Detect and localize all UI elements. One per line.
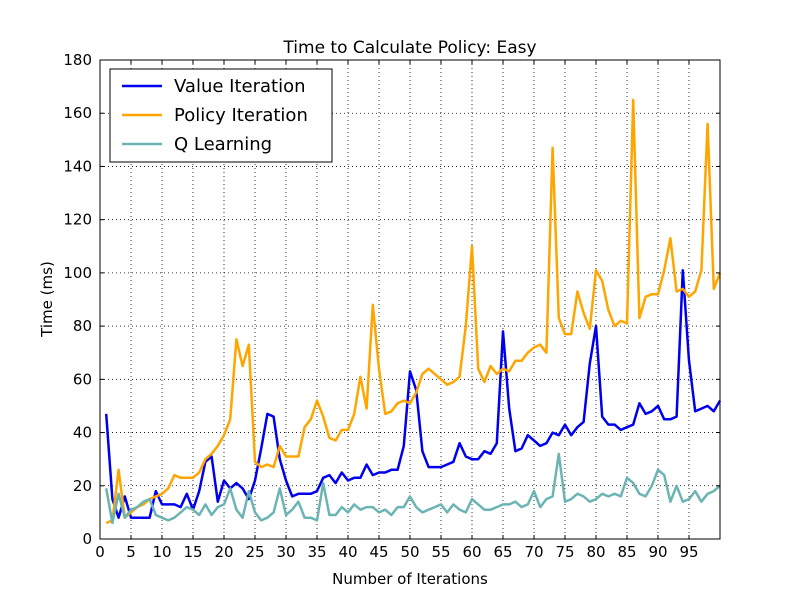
x-tick-label: 20 <box>214 543 233 561</box>
y-tick-label: 60 <box>73 370 92 388</box>
x-tick-label: 90 <box>648 543 667 561</box>
x-tick-label: 95 <box>679 543 698 561</box>
x-tick-label: 10 <box>152 543 171 561</box>
x-tick-label: 65 <box>493 543 512 561</box>
legend-box <box>109 68 333 163</box>
legend-label-q-learning: Q Learning <box>174 134 272 155</box>
legend-label-value-iteration: Value Iteration <box>174 76 306 97</box>
grid-lines <box>100 60 720 539</box>
y-tick-label: 180 <box>63 51 92 69</box>
legend-label-policy-iteration: Policy Iteration <box>174 105 308 126</box>
y-tick-label: 0 <box>82 530 92 548</box>
legend: Value Iteration Policy Iteration Q Learn… <box>109 68 333 163</box>
x-tick-label: 75 <box>555 543 574 561</box>
x-tick-label: 5 <box>126 543 136 561</box>
x-tick-label: 55 <box>431 543 450 561</box>
x-axis-label: Number of Iterations <box>332 570 488 588</box>
y-tick-label: 100 <box>63 264 92 282</box>
y-axis-label: Time (ms) <box>38 261 56 338</box>
x-tick-label: 85 <box>617 543 636 561</box>
axis-ticks <box>99 59 720 540</box>
y-tick-label: 120 <box>63 211 92 229</box>
x-tick-label: 70 <box>524 543 543 561</box>
x-tick-label: 15 <box>183 543 202 561</box>
y-tick-label: 80 <box>73 317 92 335</box>
y-tick-label: 20 <box>73 477 92 495</box>
x-tick-label: 50 <box>400 543 419 561</box>
x-tick-label: 40 <box>338 543 357 561</box>
x-tick-label: 0 <box>95 543 105 561</box>
y-tick-label: 140 <box>63 157 92 175</box>
series-line-value-iteration <box>104 268 722 519</box>
series-lines <box>104 98 722 525</box>
x-tick-label: 80 <box>586 543 605 561</box>
y-tick-label: 160 <box>63 104 92 122</box>
x-tick-label: 35 <box>307 543 326 561</box>
x-tick-label: 60 <box>462 543 481 561</box>
series-line-policy-iteration <box>105 98 722 525</box>
series-line-q-learning <box>104 452 721 525</box>
axis-tick-labels: 0 5 10 15 20 25 30 35 40 45 50 55 60 65 70 75 80 85 90 95 0 2… <box>63 51 698 561</box>
x-tick-label: 45 <box>369 543 388 561</box>
x-tick-label: 25 <box>245 543 264 561</box>
x-tick-label: 30 <box>276 543 295 561</box>
chart-title: Time to Calculate Policy: Easy <box>282 38 536 58</box>
y-tick-label: 40 <box>73 424 92 442</box>
